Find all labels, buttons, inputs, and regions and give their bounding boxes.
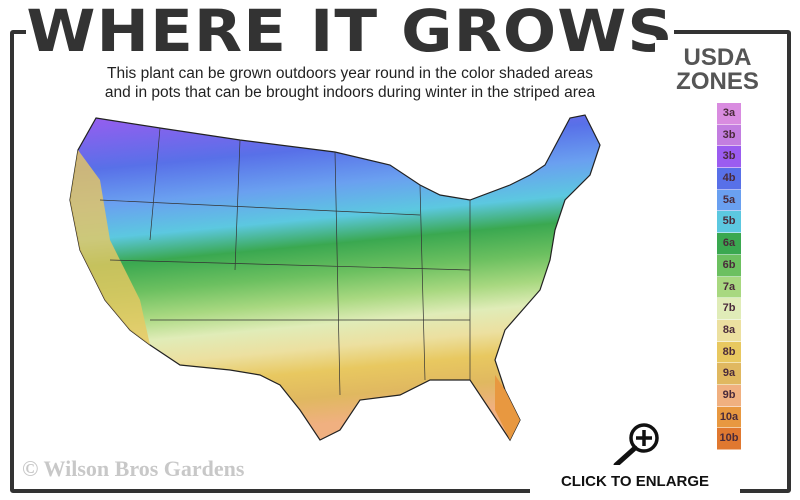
legend-title: USDA ZONES bbox=[655, 40, 780, 104]
zone-swatch-3b: 3b bbox=[717, 146, 741, 169]
legend-title-line-2: ZONES bbox=[676, 68, 759, 95]
subtitle: This plant can be grown outdoors year ro… bbox=[40, 64, 660, 102]
zone-swatch-9a: 9a bbox=[717, 363, 741, 385]
zone-swatch-8a: 8a bbox=[717, 319, 741, 342]
zone-swatch-9b: 9b bbox=[717, 384, 741, 407]
zone-swatch-7a: 7a bbox=[717, 276, 741, 299]
us-zone-map[interactable] bbox=[60, 105, 620, 450]
zone-legend: 3a 3b 3b 4b 5a 5b 6a 6b 7a 7b 8a 8b 9a 9b 10a 10b bbox=[717, 103, 741, 450]
copyright-watermark: © Wilson Bros Gardens bbox=[22, 456, 245, 481]
zone-swatch-5b: 5b bbox=[717, 211, 741, 234]
zone-swatch-3b: 3b bbox=[717, 124, 741, 147]
state-borders bbox=[99, 127, 471, 396]
subtitle-line-1: This plant can be grown outdoors year ro… bbox=[107, 65, 593, 82]
zone-swatch-5a: 5a bbox=[717, 189, 741, 212]
magnifier-plus-icon[interactable] bbox=[610, 420, 666, 470]
click-to-enlarge-button[interactable]: CLICK TO ENLARGE bbox=[530, 465, 740, 495]
legend-title-line-1: USDA bbox=[683, 44, 752, 71]
florida-tip bbox=[495, 375, 520, 440]
zone-swatch-10b: 10b bbox=[717, 428, 741, 450]
zone-swatch-6b: 6b bbox=[717, 254, 741, 277]
zone-swatch-6a: 6a bbox=[717, 233, 741, 255]
west-coast-warm-band bbox=[70, 150, 150, 345]
zone-swatch-10a: 10a bbox=[717, 406, 741, 429]
zone-swatch-4b: 4b bbox=[717, 168, 741, 190]
zone-swatch-3a: 3a bbox=[717, 103, 741, 125]
page-title: WHERE IT GROWS bbox=[26, 0, 674, 65]
zone-swatch-7b: 7b bbox=[717, 298, 741, 320]
subtitle-line-2: and in pots that can be brought indoors … bbox=[104, 84, 596, 101]
zone-swatch-8b: 8b bbox=[717, 341, 741, 364]
